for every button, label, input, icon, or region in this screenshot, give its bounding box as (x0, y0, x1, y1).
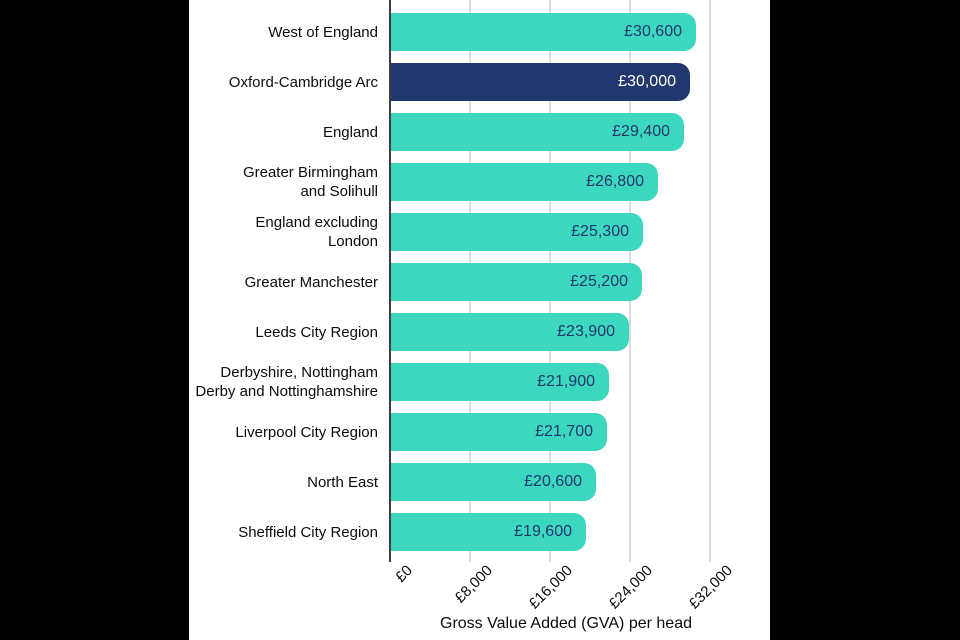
chart-panel: West of England £30,600 Oxford-Cambridge A… (189, 0, 770, 640)
x-axis-title: Gross Value Added (GVA) per head (440, 615, 692, 632)
bar-value-label: £29,400 (612, 123, 670, 140)
bar: £29,400 (390, 113, 684, 151)
category-label: Derbyshire, Nottingham Derby and Notting… (195, 364, 378, 400)
bar-value-label: £20,600 (524, 473, 582, 490)
bar-value-label: £26,800 (586, 173, 644, 190)
bar: £19,600 (390, 513, 586, 551)
bar-value-label: £21,700 (535, 423, 593, 440)
bar-value-label: £19,600 (514, 523, 572, 540)
bar: £21,900 (390, 363, 609, 401)
bar-value-label: £30,000 (618, 73, 676, 90)
category-label: Oxford-Cambridge Arc (228, 73, 378, 91)
bar-value-label: £23,900 (557, 323, 615, 340)
gridline (709, 0, 711, 562)
x-tick-label: £32,000 (685, 562, 737, 613)
bar-highlighted: £30,000 (390, 63, 690, 101)
category-label: West of England (268, 23, 378, 41)
category-label: Greater Manchester (244, 273, 378, 291)
right-black-margin (770, 0, 960, 640)
category-label: North East (307, 473, 378, 491)
category-label: England excluding London (255, 214, 378, 250)
category-label: Sheffield City Region (238, 523, 378, 541)
y-axis-line (389, 0, 391, 562)
bar-value-label: £25,200 (570, 273, 628, 290)
bar: £25,300 (390, 213, 643, 251)
bar: £20,600 (390, 463, 596, 501)
bar: £30,600 (390, 13, 696, 51)
bar-value-label: £25,300 (571, 223, 629, 240)
x-tick-label: £16,000 (525, 562, 577, 613)
bar-value-label: £30,600 (624, 23, 682, 40)
category-label: England (322, 123, 378, 141)
bar: £26,800 (390, 163, 658, 201)
category-label: Leeds City Region (255, 323, 378, 341)
bar-value-label: £21,900 (537, 373, 595, 390)
bar: £25,200 (390, 263, 642, 301)
x-tick-label: £24,000 (605, 562, 657, 613)
x-tick-label: £8,000 (451, 562, 497, 607)
bar: £21,700 (390, 413, 607, 451)
category-label: Liverpool City Region (235, 423, 378, 441)
category-label: Greater Birmingham and Solihull (242, 164, 378, 200)
left-black-margin (0, 0, 189, 640)
x-tick-label: £0 (392, 562, 417, 586)
bar: £23,900 (390, 313, 629, 351)
